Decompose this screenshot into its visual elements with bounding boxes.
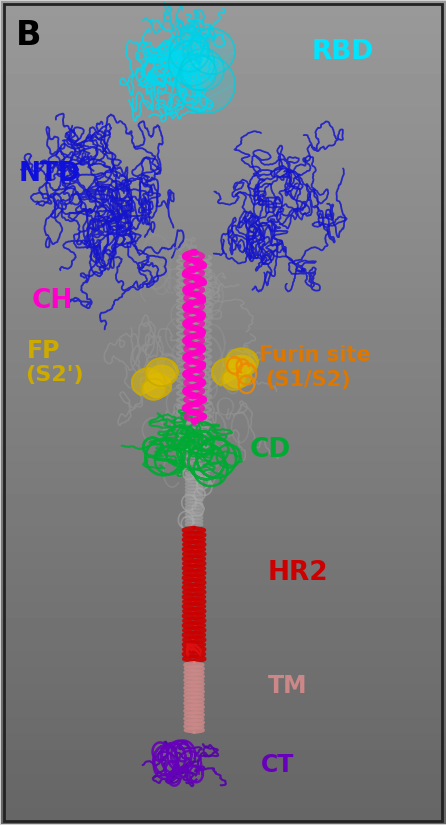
Point <box>187 371 194 384</box>
Point <box>198 310 205 323</box>
Point <box>182 366 190 380</box>
Point <box>198 358 205 371</box>
Point <box>199 258 206 271</box>
Point <box>182 285 190 298</box>
Point <box>199 276 206 289</box>
Point <box>194 380 201 393</box>
Polygon shape <box>149 365 175 388</box>
Point <box>197 328 204 341</box>
Polygon shape <box>226 348 258 376</box>
Text: CT: CT <box>261 753 294 777</box>
Point <box>195 306 202 319</box>
Text: B: B <box>16 19 42 52</box>
Point <box>193 271 200 285</box>
Text: CH: CH <box>32 288 73 314</box>
Point <box>191 254 198 267</box>
Point <box>182 267 189 280</box>
Point <box>182 401 189 414</box>
Point <box>199 393 206 406</box>
Polygon shape <box>188 29 235 74</box>
Point <box>182 250 189 263</box>
Point <box>196 345 203 358</box>
Polygon shape <box>169 40 215 86</box>
Point <box>192 397 199 410</box>
Point <box>188 388 195 401</box>
Point <box>184 332 191 345</box>
Point <box>194 362 202 375</box>
Polygon shape <box>221 369 246 390</box>
Point <box>184 319 191 332</box>
Point <box>183 349 190 362</box>
Polygon shape <box>176 55 235 113</box>
Point <box>199 375 206 389</box>
Text: CD: CD <box>250 436 291 463</box>
Point <box>196 323 203 337</box>
Polygon shape <box>141 379 166 400</box>
Polygon shape <box>145 358 178 386</box>
Point <box>185 314 192 328</box>
Point <box>185 337 192 350</box>
Point <box>186 297 194 310</box>
Polygon shape <box>181 49 224 91</box>
Text: NTD: NTD <box>18 161 80 186</box>
Polygon shape <box>229 356 255 378</box>
Polygon shape <box>145 375 171 398</box>
Point <box>182 384 189 397</box>
Point <box>188 280 195 293</box>
Point <box>194 289 201 302</box>
Polygon shape <box>170 33 209 72</box>
Polygon shape <box>179 54 216 90</box>
Point <box>198 341 205 354</box>
Polygon shape <box>212 358 245 385</box>
Text: Furin site: Furin site <box>259 345 370 365</box>
Point <box>190 245 198 258</box>
Text: (S2'): (S2') <box>25 365 84 385</box>
Text: FP: FP <box>27 339 61 363</box>
Text: RBD: RBD <box>312 39 374 64</box>
Point <box>189 262 196 276</box>
Polygon shape <box>224 365 251 388</box>
Text: TM: TM <box>268 674 307 698</box>
Point <box>186 354 193 367</box>
Text: (S1/S2): (S1/S2) <box>265 370 351 389</box>
Polygon shape <box>132 368 165 395</box>
Point <box>190 414 198 427</box>
Text: HR2: HR2 <box>268 560 328 586</box>
Point <box>198 293 206 306</box>
Point <box>190 405 197 418</box>
Point <box>183 302 190 315</box>
Point <box>199 410 206 423</box>
